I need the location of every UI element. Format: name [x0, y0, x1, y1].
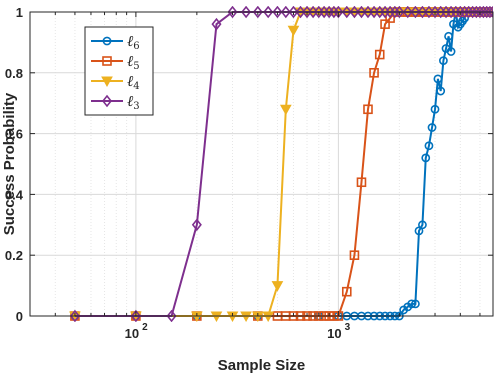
data-point-4: [271, 281, 284, 292]
data-point-3: [463, 6, 474, 19]
data-point-6: [444, 31, 453, 41]
data-point-6: [446, 47, 456, 56]
legend-label-base: ℓ: [127, 72, 133, 90]
x-tick-label-exponent: 3: [345, 322, 351, 333]
legend-marker: [101, 76, 113, 88]
data-point-3: [349, 6, 360, 19]
data-point-3: [252, 6, 263, 19]
data-point-6: [433, 74, 443, 84]
data-point-5: [363, 104, 373, 115]
y-tick-label: 1: [16, 5, 23, 20]
legend-marker: [101, 94, 113, 108]
data-point-3: [227, 6, 238, 19]
data-point-3: [272, 6, 283, 19]
data-point-3: [263, 6, 274, 19]
data-point-3: [280, 6, 291, 19]
data-point-6: [430, 104, 440, 114]
data-point-3: [341, 6, 352, 19]
data-point-3: [356, 6, 367, 19]
data-point-3: [459, 6, 470, 19]
data-point-3: [211, 17, 222, 31]
legend-label-base: ℓ: [127, 32, 133, 50]
data-point-3: [487, 6, 493, 19]
legend-entry-4: ℓ4: [91, 72, 140, 92]
legend-label: ℓ3: [127, 92, 140, 112]
data-point-3: [191, 218, 202, 232]
x-tick-label-exponent: 2: [142, 322, 148, 333]
data-point-5: [369, 68, 379, 78]
y-tick-label: 0.4: [5, 187, 24, 202]
legend-label-subscript: 5: [133, 61, 139, 72]
legend-label: ℓ4: [127, 72, 140, 92]
y-tick-label: 0.2: [5, 248, 23, 263]
legend-label-base: ℓ: [127, 52, 133, 70]
data-point-6: [424, 141, 434, 151]
legend-entry-3: ℓ3: [91, 92, 140, 112]
data-point-3: [295, 6, 306, 19]
x-axis-label: Sample Size: [218, 357, 306, 374]
data-point-6: [418, 220, 427, 230]
legend-entry-6: ℓ6: [91, 32, 140, 52]
data-point-3: [166, 309, 177, 322]
data-point-5: [349, 250, 360, 260]
data-point-3: [69, 309, 80, 322]
data-point-3: [484, 6, 493, 19]
data-point-3: [467, 6, 478, 19]
data-point-3: [241, 6, 252, 19]
data-point-6: [436, 86, 446, 96]
data-point-3: [474, 6, 485, 19]
y-tick-label: 0.6: [5, 127, 23, 142]
data-point-6: [407, 299, 417, 309]
data-point-3: [288, 6, 299, 19]
data-point-5: [356, 177, 367, 188]
data-point-3: [410, 6, 421, 19]
data-point-3: [455, 6, 466, 19]
data-point-6: [427, 123, 437, 132]
data-point-6: [421, 153, 431, 163]
legend-label: ℓ6: [127, 32, 140, 52]
legend-marker: [102, 36, 112, 46]
data-point-3: [478, 6, 489, 19]
data-point-3: [417, 6, 428, 19]
data-point-3: [402, 6, 413, 19]
legend-entry-5: ℓ5: [91, 52, 140, 72]
x-tick-label: 10: [125, 326, 139, 341]
data-point-6: [410, 299, 420, 309]
data-point-3: [471, 6, 482, 19]
data-point-4: [279, 104, 292, 116]
legend-label: ℓ5: [127, 52, 140, 72]
legend-label-subscript: 4: [133, 81, 139, 92]
legend-label-base: ℓ: [127, 92, 133, 110]
legend-label-subscript: 6: [133, 41, 139, 52]
x-tick-label: 10: [327, 326, 341, 341]
data-point-5: [380, 19, 390, 29]
data-point-6: [439, 56, 448, 66]
legend-label-subscript: 3: [133, 101, 139, 112]
data-point-3: [394, 6, 405, 19]
plot-frame: [29, 11, 494, 317]
y-axis-label: Success Probability: [1, 92, 18, 235]
y-tick-label: 0: [16, 309, 23, 324]
data-point-5: [341, 286, 352, 297]
data-point-3: [130, 309, 141, 322]
y-tick-label: 0.8: [5, 66, 23, 81]
data-point-5: [374, 49, 385, 60]
legend-marker: [102, 56, 112, 66]
data-point-4: [287, 25, 300, 37]
